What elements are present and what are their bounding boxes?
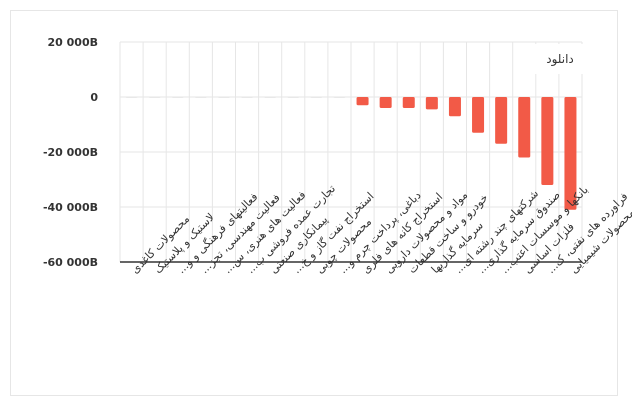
bar[interactable] <box>148 97 161 98</box>
bar[interactable] <box>264 97 277 98</box>
bar[interactable] <box>518 97 531 158</box>
y-tick-label: 20 000B <box>48 36 98 49</box>
bar[interactable] <box>171 97 184 98</box>
bar[interactable] <box>448 97 461 117</box>
bar[interactable] <box>495 97 508 144</box>
chart-frame <box>10 10 618 396</box>
bar[interactable] <box>564 97 577 210</box>
bar[interactable] <box>379 97 392 108</box>
bar[interactable] <box>241 97 254 98</box>
bar[interactable] <box>287 97 300 98</box>
bar[interactable] <box>541 97 554 185</box>
bar[interactable] <box>472 97 485 133</box>
y-tick-label: -20 000B <box>43 146 98 159</box>
bar[interactable] <box>425 97 438 110</box>
bar[interactable] <box>217 97 230 98</box>
bar[interactable] <box>194 97 207 98</box>
y-tick-label: -60 000B <box>43 256 98 269</box>
bar[interactable] <box>125 97 138 98</box>
download-button[interactable]: دانلود <box>535 44 585 74</box>
y-axis-tick-labels: 20 000B 0 -20 000B -40 000B -60 000B <box>43 36 98 269</box>
y-tick-label: 0 <box>90 91 98 104</box>
bar[interactable] <box>333 97 346 98</box>
bar[interactable] <box>402 97 415 108</box>
grid-lines <box>119 41 583 262</box>
bar[interactable] <box>310 97 323 98</box>
y-tick-label: -40 000B <box>43 201 98 214</box>
bar[interactable] <box>356 97 369 106</box>
bars <box>125 97 577 210</box>
